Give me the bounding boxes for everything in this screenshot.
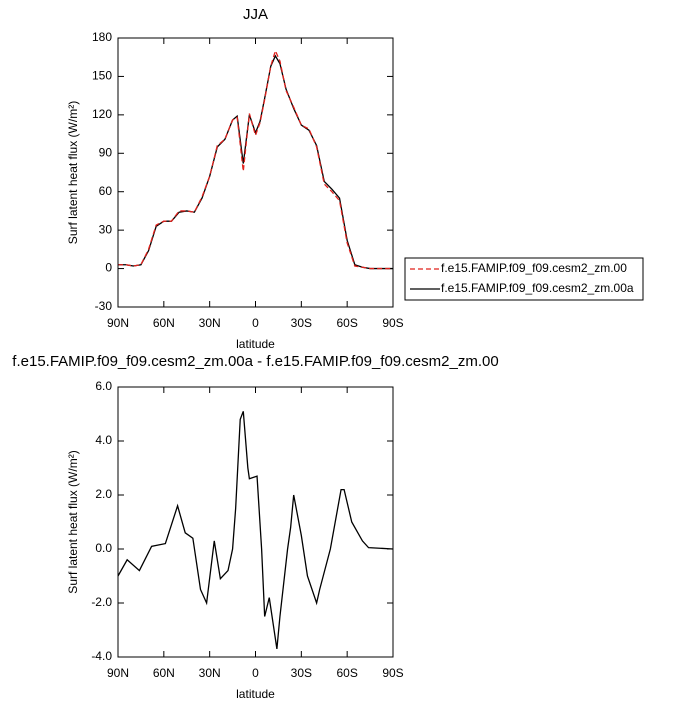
y-tick-label: 180 xyxy=(92,30,112,44)
x-tick-label: 60S xyxy=(336,666,357,680)
x-tick-label: 90S xyxy=(382,316,403,330)
legend-label: f.e15.FAMIP.f09_f09.cesm2_zm.00 xyxy=(441,261,627,275)
data-line xyxy=(118,54,393,270)
y-tick-label: 4.0 xyxy=(95,433,112,447)
y-tick-label: 0.0 xyxy=(95,541,112,555)
x-tick-label: 30N xyxy=(199,666,221,680)
x-tick-label: 90S xyxy=(382,666,403,680)
y-tick-label: 150 xyxy=(92,69,112,83)
y-tick-label: 0 xyxy=(105,261,112,275)
y-tick-label: 90 xyxy=(99,145,113,159)
x-tick-label: 30S xyxy=(291,666,312,680)
x-axis-label: latitude xyxy=(236,337,275,351)
x-tick-label: 60S xyxy=(336,316,357,330)
y-tick-label: -2.0 xyxy=(91,595,112,609)
x-axis-label: latitude xyxy=(236,687,275,701)
y-tick-label: 30 xyxy=(99,222,113,236)
x-tick-label: 30N xyxy=(199,316,221,330)
chart-title: f.e15.FAMIP.f09_f09.cesm2_zm.00a - f.e15… xyxy=(12,353,498,370)
x-tick-label: 90N xyxy=(107,316,129,330)
y-axis-label: Surf latent heat flux (W/m²) xyxy=(66,450,80,593)
x-tick-label: 30S xyxy=(291,316,312,330)
legend-box xyxy=(404,257,644,301)
data-line xyxy=(117,411,394,649)
x-tick-label: 90N xyxy=(107,666,129,680)
plot-frame xyxy=(117,37,394,308)
y-tick-label: -4.0 xyxy=(91,649,112,663)
y-tick-label: -30 xyxy=(95,299,113,313)
x-tick-label: 0 xyxy=(252,666,259,680)
y-tick-label: 2.0 xyxy=(95,487,112,501)
data-line xyxy=(118,48,393,270)
plot-frame xyxy=(117,386,394,658)
y-tick-label: 120 xyxy=(92,107,112,121)
x-tick-label: 0 xyxy=(252,316,259,330)
x-tick-label: 60N xyxy=(153,666,175,680)
y-tick-label: 6.0 xyxy=(95,379,112,393)
chart-title: JJA xyxy=(243,6,268,23)
x-tick-label: 60N xyxy=(153,316,175,330)
y-axis-label: Surf latent heat flux (W/m²) xyxy=(66,101,80,244)
legend-label: f.e15.FAMIP.f09_f09.cesm2_zm.00a xyxy=(441,281,634,295)
y-tick-label: 60 xyxy=(99,184,113,198)
